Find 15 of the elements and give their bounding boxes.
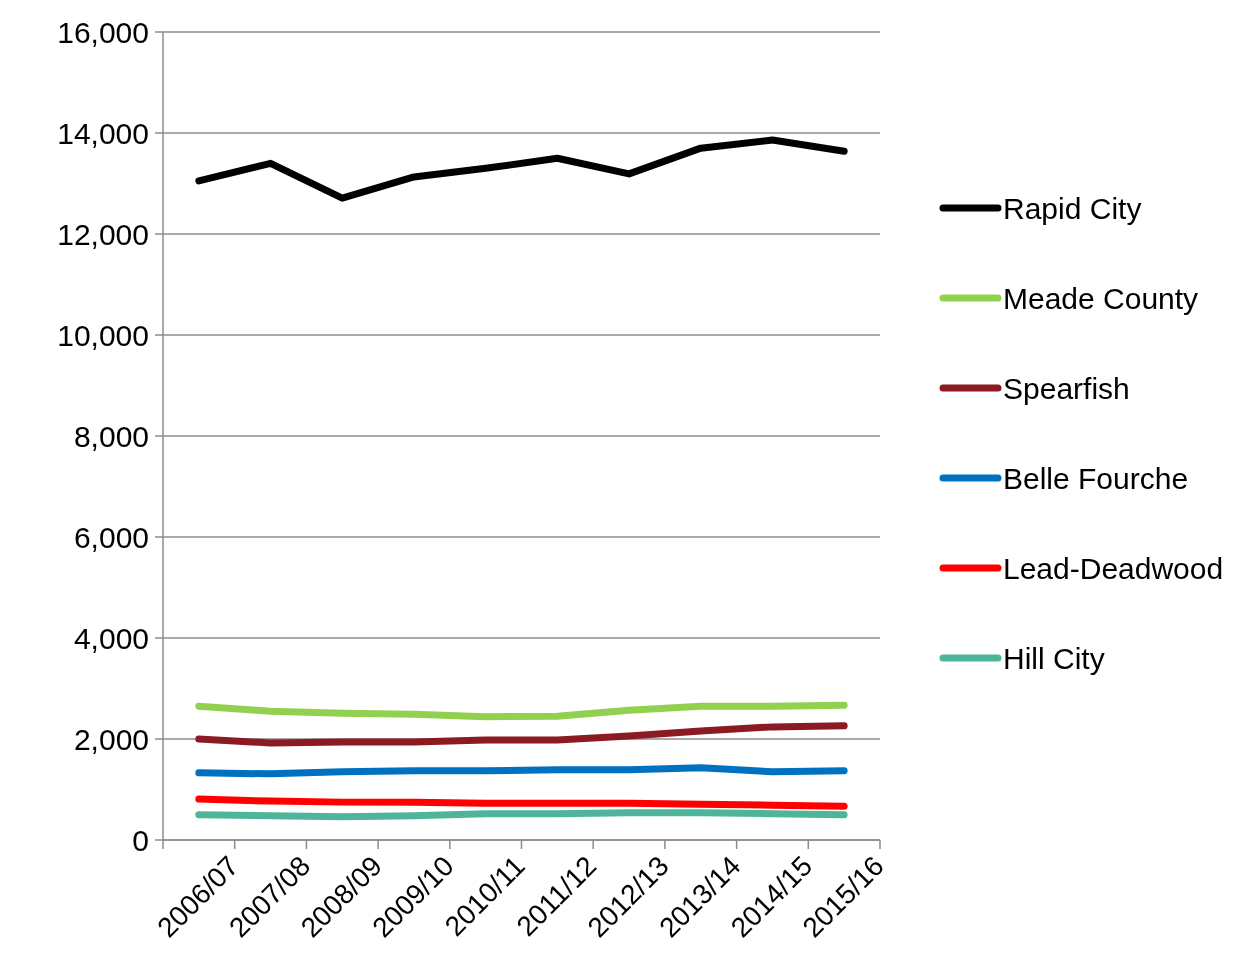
legend-label: Meade County — [1003, 281, 1199, 315]
y-tick-label: 12,000 — [57, 217, 149, 251]
y-tick-label: 4,000 — [73, 621, 149, 655]
y-tick-label: 10,000 — [57, 318, 149, 352]
y-tick-label: 8,000 — [73, 419, 149, 453]
legend-label: Spearfish — [1003, 371, 1130, 405]
legend-label: Hill City — [1003, 641, 1105, 675]
y-tick-label: 2,000 — [73, 722, 149, 756]
y-tick-label: 0 — [132, 823, 149, 857]
y-tick-label: 16,000 — [57, 15, 149, 49]
legend-label: Lead-Deadwood — [1003, 551, 1224, 585]
y-tick-label: 6,000 — [73, 520, 149, 554]
legend-label: Belle Fourche — [1003, 461, 1189, 495]
legend-label: Rapid City — [1003, 191, 1142, 225]
y-tick-label: 14,000 — [57, 116, 149, 150]
